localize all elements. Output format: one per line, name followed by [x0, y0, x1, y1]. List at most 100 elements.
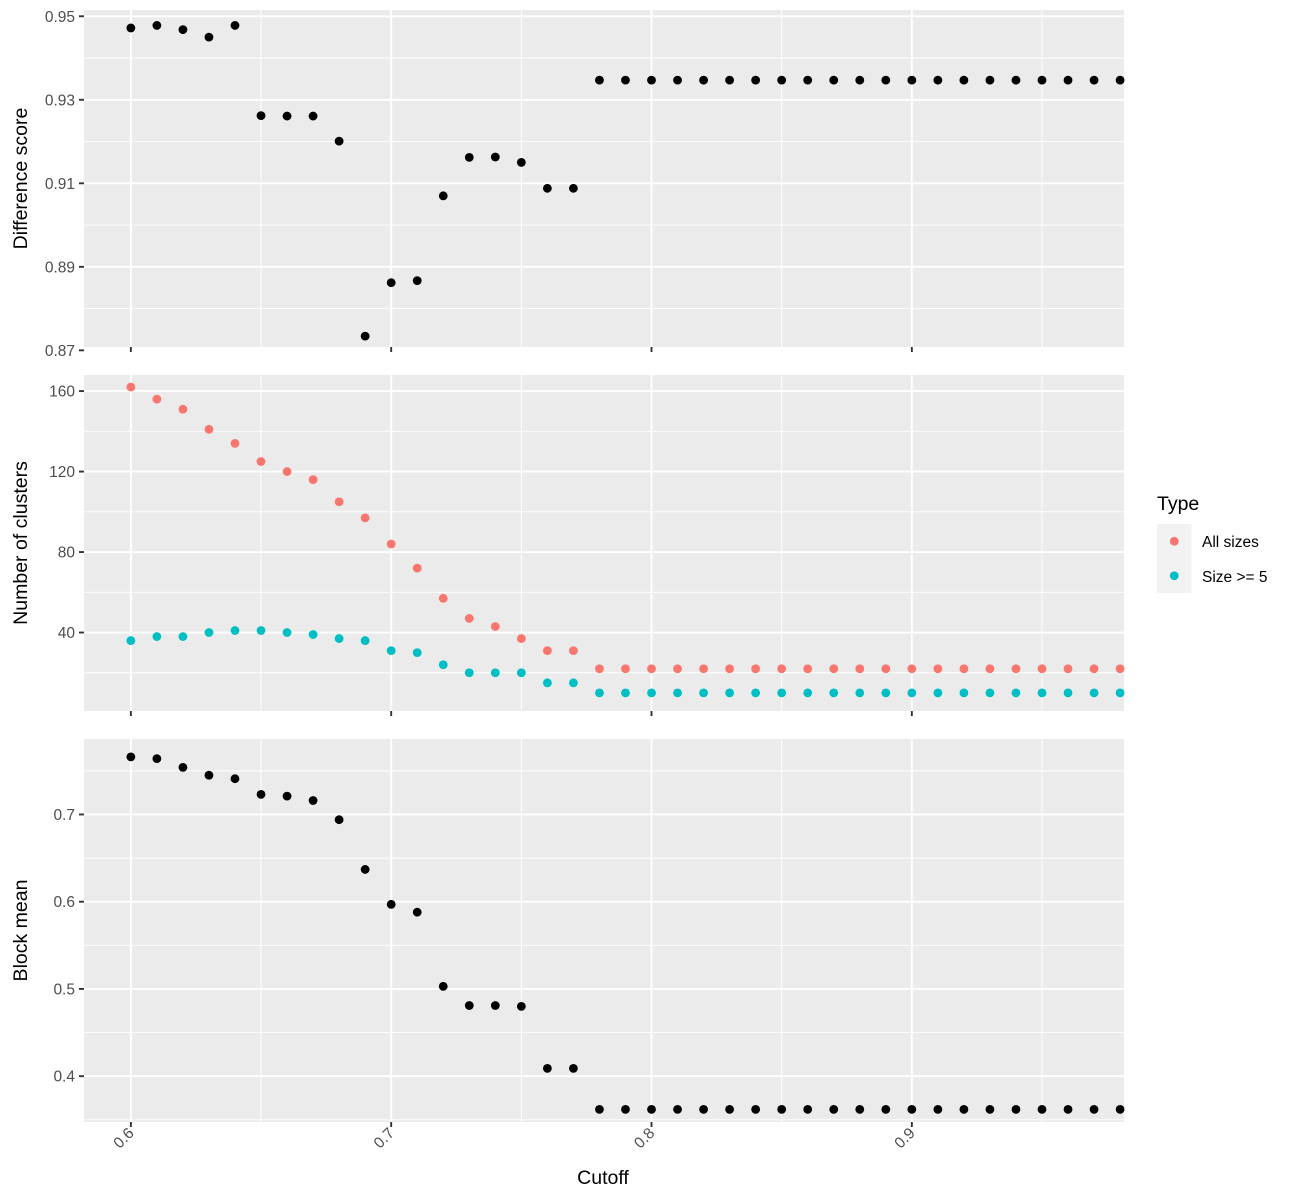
- data-point: [751, 688, 761, 698]
- y-tick-label: 40: [58, 625, 76, 642]
- y-axis-title: Block mean: [10, 880, 32, 982]
- series-series-1: [126, 752, 1125, 1114]
- data-point: [569, 678, 578, 688]
- data-point: [777, 664, 787, 674]
- data-point: [386, 646, 396, 656]
- data-point: [178, 762, 188, 772]
- data-point: [1063, 1104, 1073, 1114]
- data-point: [985, 688, 995, 698]
- data-point: [542, 183, 552, 193]
- data-point: [621, 664, 630, 674]
- data-point: [673, 664, 682, 674]
- data-point: [569, 1063, 578, 1073]
- legend-key-size-ge-5: [1169, 571, 1179, 581]
- data-point: [959, 1104, 969, 1114]
- x-axis-title: Cutoff: [577, 1167, 629, 1189]
- data-point: [985, 75, 995, 85]
- data-point: [569, 646, 578, 656]
- data-point: [985, 1104, 995, 1114]
- data-point: [490, 668, 500, 678]
- data-point: [1063, 664, 1073, 674]
- data-point: [569, 183, 578, 193]
- data-point: [412, 907, 422, 917]
- data-point: [334, 136, 344, 146]
- y-tick-label: 0.87: [45, 343, 75, 360]
- data-point: [803, 1104, 813, 1114]
- data-point: [621, 688, 630, 698]
- data-point: [256, 789, 266, 799]
- data-point: [803, 664, 813, 674]
- data-point: [933, 75, 943, 85]
- data-point: [152, 21, 162, 30]
- data-point: [438, 191, 448, 201]
- data-point: [881, 664, 891, 674]
- series-size-5: [126, 626, 1125, 698]
- data-point: [1011, 1104, 1021, 1114]
- data-point: [647, 1104, 656, 1114]
- data-point: [751, 1104, 761, 1114]
- data-point: [386, 899, 396, 909]
- data-point: [699, 1104, 708, 1114]
- data-point: [386, 278, 396, 288]
- data-point: [204, 770, 214, 780]
- data-point: [699, 664, 708, 674]
- data-point: [204, 32, 214, 42]
- data-point: [881, 75, 891, 85]
- data-point: [152, 394, 162, 404]
- data-point: [1089, 688, 1099, 698]
- data-point: [621, 1104, 630, 1114]
- data-point: [412, 276, 422, 286]
- data-point: [855, 664, 865, 674]
- data-point: [1089, 664, 1099, 674]
- y-tick-label: 120: [49, 464, 75, 481]
- data-point: [1037, 1104, 1047, 1114]
- data-point: [777, 1104, 787, 1114]
- data-point: [438, 981, 448, 991]
- data-point: [464, 614, 474, 623]
- y-axis-title: Number of clusters: [10, 461, 32, 625]
- data-point: [673, 75, 682, 85]
- x-tick-label: 0.9: [891, 1125, 918, 1152]
- data-point: [907, 688, 917, 698]
- data-point: [1115, 664, 1125, 674]
- data-point: [1037, 75, 1047, 85]
- data-point: [699, 75, 708, 85]
- data-point: [959, 688, 969, 698]
- data-point: [855, 75, 865, 85]
- data-point: [204, 628, 214, 637]
- data-point: [933, 1104, 943, 1114]
- data-point: [907, 1104, 917, 1114]
- data-point: [933, 664, 943, 674]
- data-point: [230, 626, 240, 635]
- data-point: [959, 664, 969, 674]
- data-point: [360, 636, 370, 645]
- panel-background: [84, 375, 1124, 711]
- data-point: [1115, 75, 1125, 85]
- data-point: [725, 688, 735, 698]
- data-point: [230, 439, 240, 448]
- y-tick-label: 80: [58, 545, 76, 562]
- data-point: [1011, 75, 1021, 85]
- data-point: [308, 796, 318, 805]
- data-point: [985, 664, 995, 674]
- data-point: [438, 660, 448, 670]
- data-point: [464, 668, 474, 678]
- data-point: [1089, 75, 1099, 85]
- data-point: [152, 754, 162, 764]
- panels: 0.87 0.89 0.91 0.93 0.95 Difference score 40 80…: [10, 9, 1125, 1152]
- data-point: [829, 664, 839, 674]
- data-point: [308, 475, 318, 485]
- series-series-1: [126, 21, 1125, 341]
- data-point: [855, 1104, 865, 1114]
- data-point: [490, 622, 500, 631]
- y-tick-label: 0.89: [45, 259, 75, 276]
- data-point: [1115, 1104, 1125, 1114]
- x-tick-label: 0.7: [371, 1125, 398, 1152]
- data-point: [308, 630, 318, 639]
- legend-label-all-sizes: All sizes: [1202, 534, 1259, 551]
- y-tick-label: 0.95: [45, 9, 75, 26]
- data-point: [621, 75, 630, 85]
- data-point: [282, 628, 292, 637]
- data-point: [282, 791, 292, 801]
- data-point: [829, 688, 839, 698]
